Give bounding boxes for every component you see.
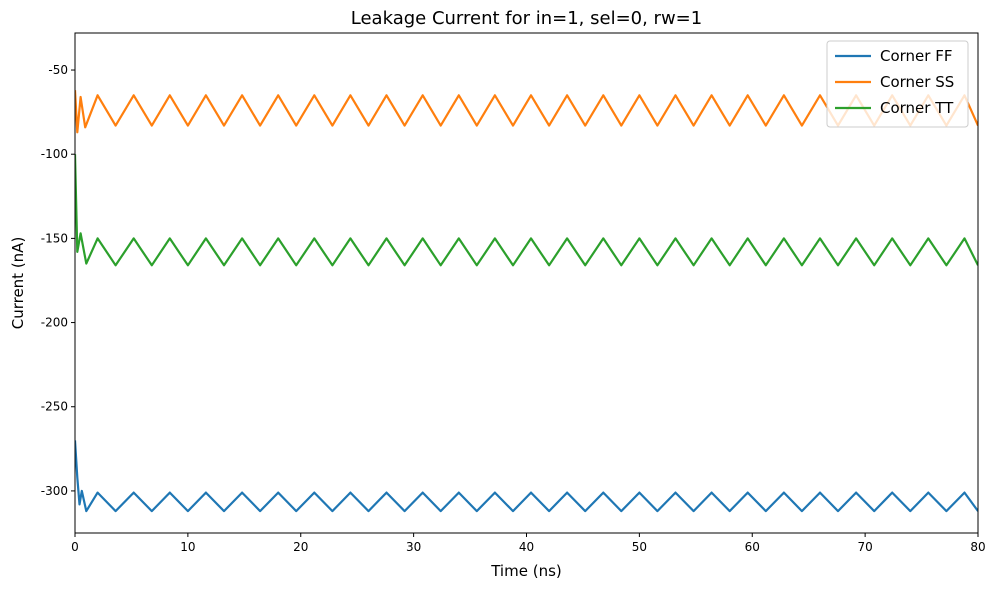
legend-box (826, 40, 969, 128)
series-line-corner-ss (75, 90, 978, 134)
x-tick-label: 80 (970, 540, 985, 554)
series-line-corner-tt (75, 154, 978, 267)
x-tick-label: 70 (857, 540, 872, 554)
series-line-corner-ff (75, 440, 978, 513)
legend-entry: Corner SS (880, 73, 954, 91)
x-tick-label: 30 (406, 540, 421, 554)
y-axis-title: Current (nA) (9, 237, 27, 330)
x-axis: 0 10 20 30 40 50 60 70 80 (71, 533, 986, 554)
x-tick-label: 0 (71, 540, 79, 554)
series-layer (75, 90, 978, 513)
y-axis: -300 -250 -200 -150 -100 -50 (41, 63, 75, 498)
x-tick-label: 20 (293, 540, 308, 554)
x-tick-label: 10 (180, 540, 195, 554)
legend-entry: Corner TT (880, 99, 954, 117)
legend: Corner FF Corner SS Corner TT (826, 40, 969, 128)
y-tick-label: -150 (41, 231, 68, 245)
x-tick-label: 60 (745, 540, 760, 554)
y-tick-label: -200 (41, 316, 68, 330)
y-tick-label: -50 (48, 63, 68, 77)
y-tick-label: -250 (41, 400, 68, 414)
legend-entry: Corner FF (880, 47, 952, 65)
x-tick-label: 40 (519, 540, 534, 554)
y-tick-label: -300 (41, 484, 68, 498)
chart-title: Leakage Current for in=1, sel=0, rw=1 (351, 8, 702, 29)
x-tick-label: 50 (632, 540, 647, 554)
x-axis-title: Time (ns) (490, 562, 562, 580)
y-tick-label: -100 (41, 147, 68, 161)
